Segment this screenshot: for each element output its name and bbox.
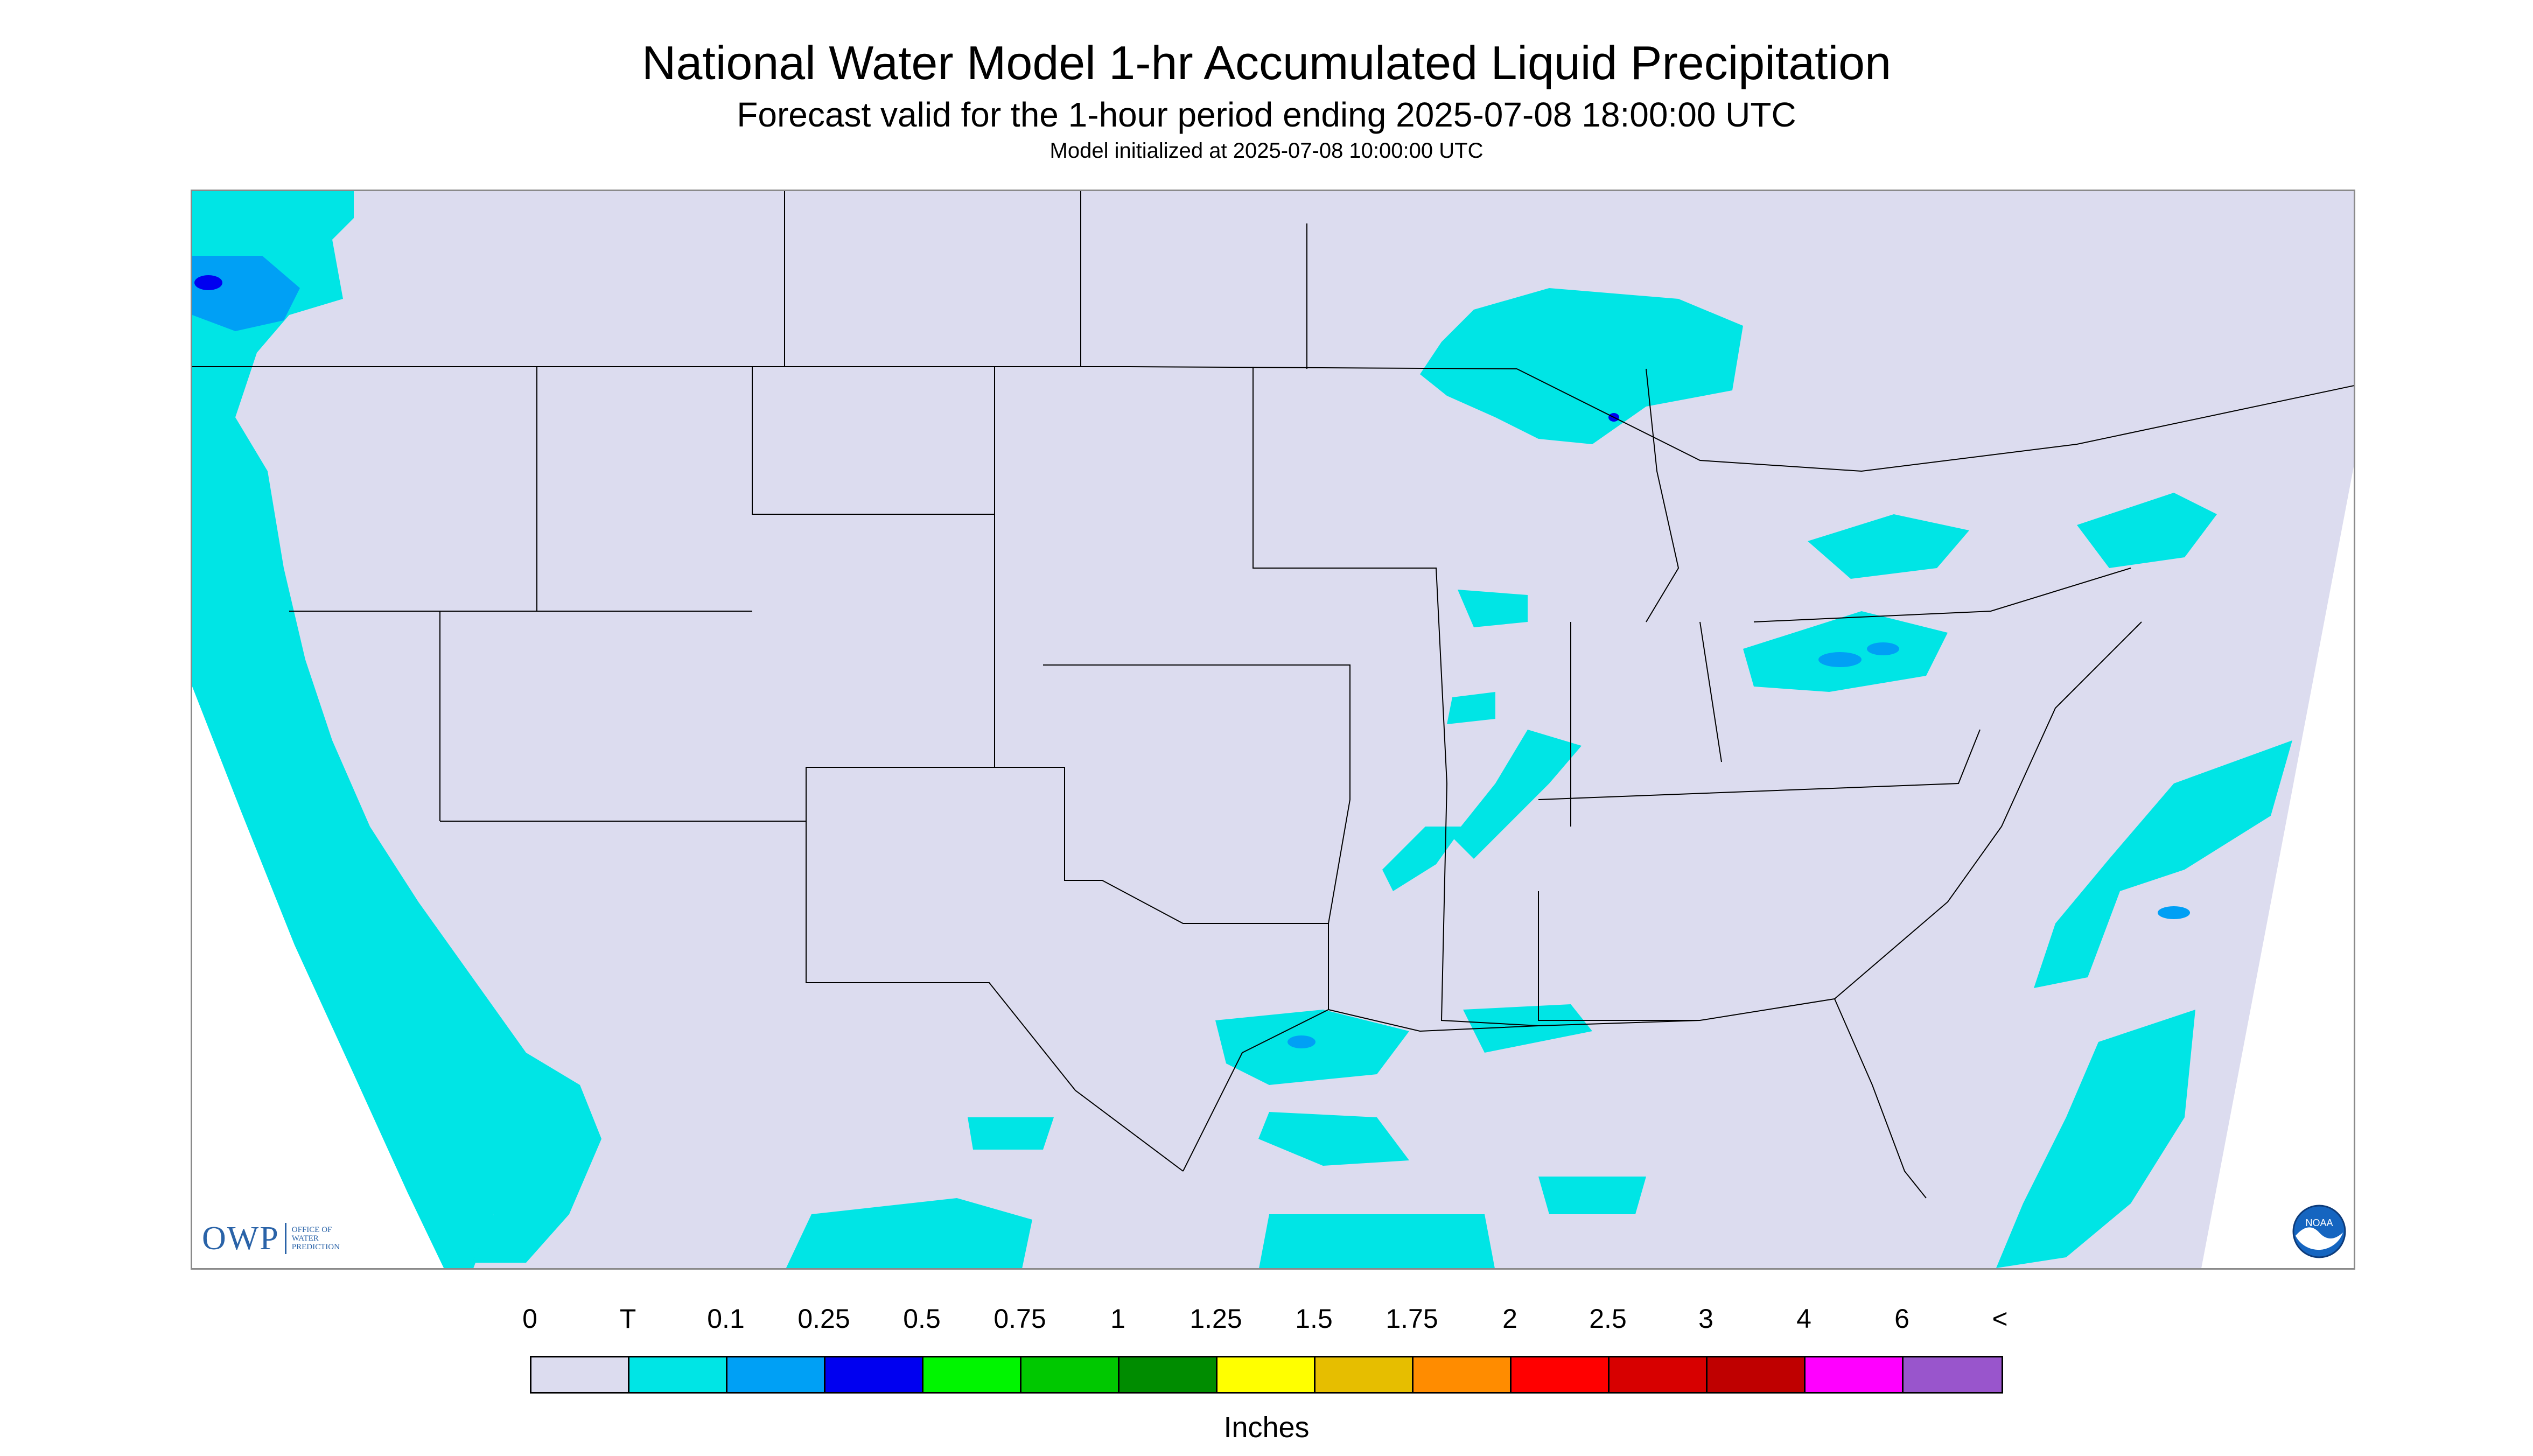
- legend-label: 6: [1894, 1304, 1909, 1334]
- legend-labels: 0 T 0.1 0.25 0.5 0.75 1 1.25 1.5 1.75 2 2.5 3 4 6 <: [0, 1303, 2533, 1341]
- legend-label: 0.25: [797, 1304, 850, 1334]
- legend-swatch: [1904, 1357, 2002, 1392]
- precip-light-atlantic: [2158, 906, 2190, 919]
- precip-mexico-south: [786, 1198, 1032, 1268]
- precip-atlantic-south: [1996, 1010, 2195, 1268]
- state-line-mississippi-river: [1440, 783, 1539, 1026]
- legend-label: 1.5: [1295, 1304, 1333, 1334]
- legend-label: 0.5: [903, 1304, 941, 1334]
- owp-abbr: OWP: [202, 1220, 279, 1257]
- precip-gulf-coast-louisiana: [1463, 1004, 1592, 1053]
- owp-name-line1: OFFICE OF: [291, 1226, 332, 1234]
- map-title: National Water Model 1-hr Accumulated Li…: [641, 36, 1892, 89]
- precip-iowa: [1447, 692, 1495, 724]
- precip-mexico-plateau: [968, 1117, 1054, 1150]
- michigan-shore: [1646, 368, 1680, 622]
- precip-light-puget: [192, 256, 300, 331]
- state-line-southeast: [1538, 891, 1835, 1021]
- precip-pacific-northwest: [192, 191, 537, 1268]
- state-line-kansas: [1043, 664, 1351, 924]
- precip-gulf-coast-texas: [1215, 1010, 1409, 1085]
- boundary-lines: [192, 191, 2354, 1199]
- precip-baja-pacific: [472, 1053, 601, 1263]
- legend-label: <: [1992, 1304, 2008, 1334]
- precip-light-pa-2: [1867, 642, 1899, 655]
- florida-coast: [1834, 998, 1927, 1199]
- state-line-pennsylvania: [1753, 568, 2131, 622]
- legend-label: 1.75: [1386, 1304, 1438, 1334]
- canada-border-west: [192, 366, 1517, 369]
- legend-swatch: [1316, 1357, 1414, 1392]
- legend-label: 4: [1796, 1304, 1811, 1334]
- us-mexico-border: [440, 821, 1184, 1172]
- atlantic-coast: [1834, 621, 2142, 999]
- legend-swatch: [1708, 1357, 1806, 1392]
- precip-light-areas: [192, 256, 2190, 1048]
- precip-pennsylvania: [1743, 611, 1948, 692]
- texas-coast: [1182, 1009, 1329, 1172]
- legend-label: 2.5: [1589, 1304, 1627, 1334]
- noaa-logo-icon: NOAA: [2292, 1205, 2346, 1258]
- precip-bay-of-campeche: [1259, 1214, 1495, 1268]
- noaa-logo-text: NOAA: [2305, 1217, 2333, 1228]
- legend-label: 0: [522, 1304, 537, 1334]
- owp-name-line3: PREDICTION: [291, 1243, 340, 1251]
- legend-swatch: [1217, 1357, 1316, 1392]
- precip-atlantic-band: [2034, 740, 2292, 988]
- state-line-ohio: [1699, 621, 1722, 762]
- precip-light-gulf: [1288, 1035, 1316, 1048]
- precip-ozarks: [1382, 827, 1463, 891]
- state-line-2: [752, 367, 995, 983]
- legend-swatch: [531, 1357, 629, 1392]
- precip-light-pa-1: [1818, 652, 1862, 667]
- precip-trace-areas: [192, 191, 2292, 1268]
- owp-name: OFFICE OF WATER PREDICTION: [292, 1226, 340, 1251]
- precip-gulf-east: [1538, 1177, 1646, 1214]
- precip-new-england: [2077, 493, 2217, 568]
- precip-moderate-puget: [194, 275, 222, 290]
- legend-label: 0.75: [993, 1304, 1046, 1334]
- precip-wisconsin: [1458, 590, 1528, 627]
- legend-units: Inches: [1223, 1411, 1310, 1444]
- gulf-coast: [1328, 1009, 1701, 1032]
- legend-swatch: [727, 1357, 825, 1392]
- legend-swatch: [923, 1357, 1021, 1392]
- legend-swatch: [1806, 1357, 1904, 1392]
- legend-swatch: [1119, 1357, 1217, 1392]
- state-line-4: [1252, 367, 1447, 784]
- state-line-tennessee: [1538, 729, 1981, 800]
- owp-logo-divider: [284, 1223, 286, 1254]
- legend-swatch: [1021, 1357, 1119, 1392]
- legend-label: 1.25: [1189, 1304, 1242, 1334]
- legend-swatch: [1512, 1357, 1610, 1392]
- legend-swatch: [629, 1357, 727, 1392]
- legend-label: 1: [1110, 1304, 1125, 1334]
- precip-moderate-areas: [194, 275, 1619, 422]
- map-subtitle: Forecast valid for the 1-hour period end…: [737, 95, 1796, 134]
- legend-label: 0.1: [707, 1304, 745, 1334]
- precip-gulf-central: [1258, 1112, 1409, 1166]
- great-lakes-st-lawrence: [1516, 368, 2354, 472]
- legend-label: T: [619, 1304, 636, 1334]
- precip-lake-superior: [1420, 288, 1743, 444]
- precipitation-map: OWP OFFICE OF WATER PREDICTION NOAA: [191, 190, 2355, 1270]
- legend-swatch: [825, 1357, 923, 1392]
- legend-swatch: [1610, 1357, 1708, 1392]
- model-init-text: Model initialized at 2025-07-08 10:00:00…: [1049, 139, 1484, 163]
- owp-name-line2: WATER: [291, 1234, 319, 1243]
- legend-color-bar: [530, 1356, 2003, 1394]
- legend-label: 2: [1502, 1304, 1517, 1334]
- owp-logo: OWP OFFICE OF WATER PREDICTION: [202, 1220, 340, 1257]
- precip-missouri-band: [1452, 730, 1582, 859]
- map-canvas: [192, 191, 2354, 1268]
- legend-swatch: [1414, 1357, 1512, 1392]
- legend-label: 3: [1698, 1304, 1713, 1334]
- precip-new-york: [1808, 514, 1969, 579]
